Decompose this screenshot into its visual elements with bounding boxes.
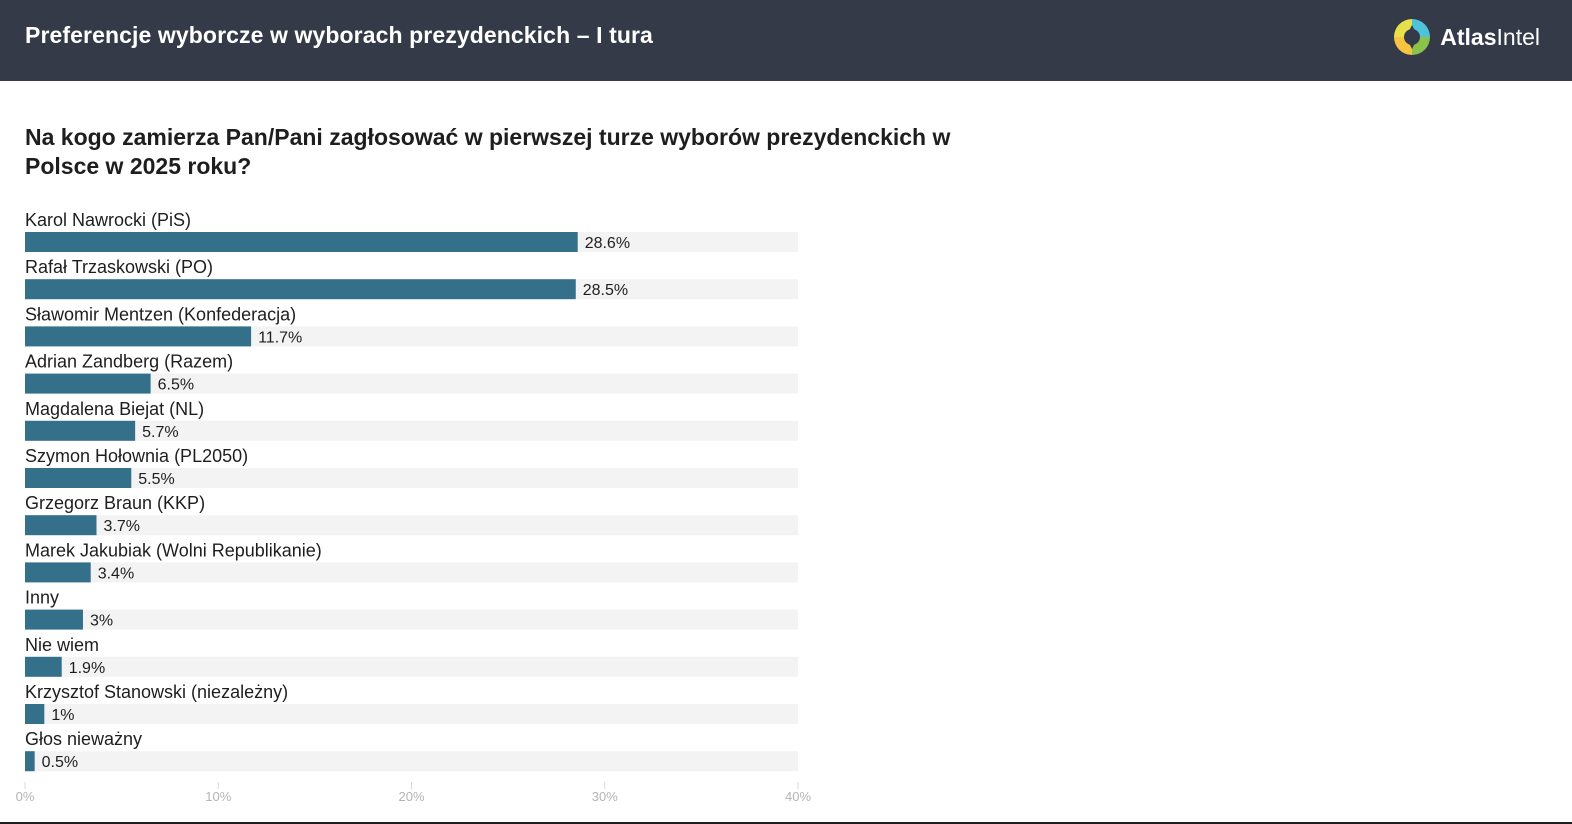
bar-track bbox=[25, 373, 798, 394]
category-label: Krzysztof Stanowski (niezależny) bbox=[25, 682, 288, 702]
bar-track bbox=[25, 515, 798, 536]
category-label: Szymon Hołownia (PL2050) bbox=[25, 446, 248, 466]
value-label: 28.5% bbox=[583, 282, 628, 299]
category-label: Magdalena Biejat (NL) bbox=[25, 399, 204, 419]
tick-label: 40% bbox=[785, 789, 811, 804]
bar bbox=[25, 751, 35, 772]
value-label: 3% bbox=[90, 613, 113, 630]
bar-track bbox=[25, 562, 798, 583]
bar bbox=[25, 562, 91, 583]
category-label: Nie wiem bbox=[25, 635, 99, 655]
logo-text: AtlasIntel bbox=[1440, 24, 1540, 51]
value-label: 1.9% bbox=[69, 660, 105, 677]
value-label: 28.6% bbox=[585, 235, 630, 252]
value-label: 1% bbox=[51, 707, 74, 724]
bar-track bbox=[25, 751, 798, 772]
bar-track bbox=[25, 656, 798, 677]
value-label: 3.4% bbox=[98, 565, 134, 582]
value-label: 6.5% bbox=[158, 377, 194, 394]
category-label: Głos nieważny bbox=[25, 729, 142, 749]
bar bbox=[25, 609, 83, 630]
category-label: Adrian Zandberg (Razem) bbox=[25, 352, 233, 372]
bar bbox=[25, 420, 136, 441]
bar bbox=[25, 704, 45, 724]
logo-text-bold: Atlas bbox=[1440, 23, 1497, 50]
bar bbox=[25, 515, 97, 536]
atlasintel-logo: AtlasIntel bbox=[1392, 17, 1540, 57]
header-bar: Preferencje wyborcze w wyborach prezyden… bbox=[0, 0, 1572, 81]
category-label: Sławomir Mentzen (Konfederacja) bbox=[25, 304, 296, 324]
bar bbox=[25, 656, 62, 677]
tick-label: 30% bbox=[592, 789, 618, 804]
category-label: Grzegorz Braun (KKP) bbox=[25, 493, 205, 513]
value-label: 11.7% bbox=[258, 329, 302, 346]
logo-text-light: Intel bbox=[1496, 23, 1540, 50]
page-title: Preferencje wyborcze w wyborach prezyden… bbox=[25, 22, 653, 48]
bottom-divider bbox=[0, 822, 1572, 824]
value-label: 5.5% bbox=[138, 471, 174, 488]
value-label: 3.7% bbox=[104, 518, 140, 535]
category-label: Marek Jakubiak (Wolni Republikanie) bbox=[25, 540, 322, 560]
category-label: Rafał Trzaskowski (PO) bbox=[25, 257, 213, 277]
bar-track bbox=[25, 609, 798, 630]
atlasintel-logo-icon bbox=[1394, 19, 1431, 55]
bar-track bbox=[25, 468, 798, 488]
value-label: 5.7% bbox=[142, 424, 178, 441]
tick-label: 0% bbox=[16, 789, 35, 804]
bar bbox=[25, 468, 132, 488]
bar bbox=[25, 326, 252, 347]
value-label: 0.5% bbox=[42, 754, 78, 771]
bar bbox=[25, 279, 576, 300]
tick-label: 10% bbox=[205, 789, 231, 804]
category-label: Karol Nawrocki (PiS) bbox=[25, 210, 191, 230]
bar bbox=[25, 232, 578, 252]
bar bbox=[25, 373, 151, 394]
tick-label: 20% bbox=[398, 789, 424, 804]
category-label: Inny bbox=[25, 588, 59, 608]
bar-track bbox=[25, 704, 798, 724]
chart-title: Na kogo zamierza Pan/Pani zagłosować w p… bbox=[25, 124, 951, 179]
bar-track bbox=[25, 420, 798, 441]
